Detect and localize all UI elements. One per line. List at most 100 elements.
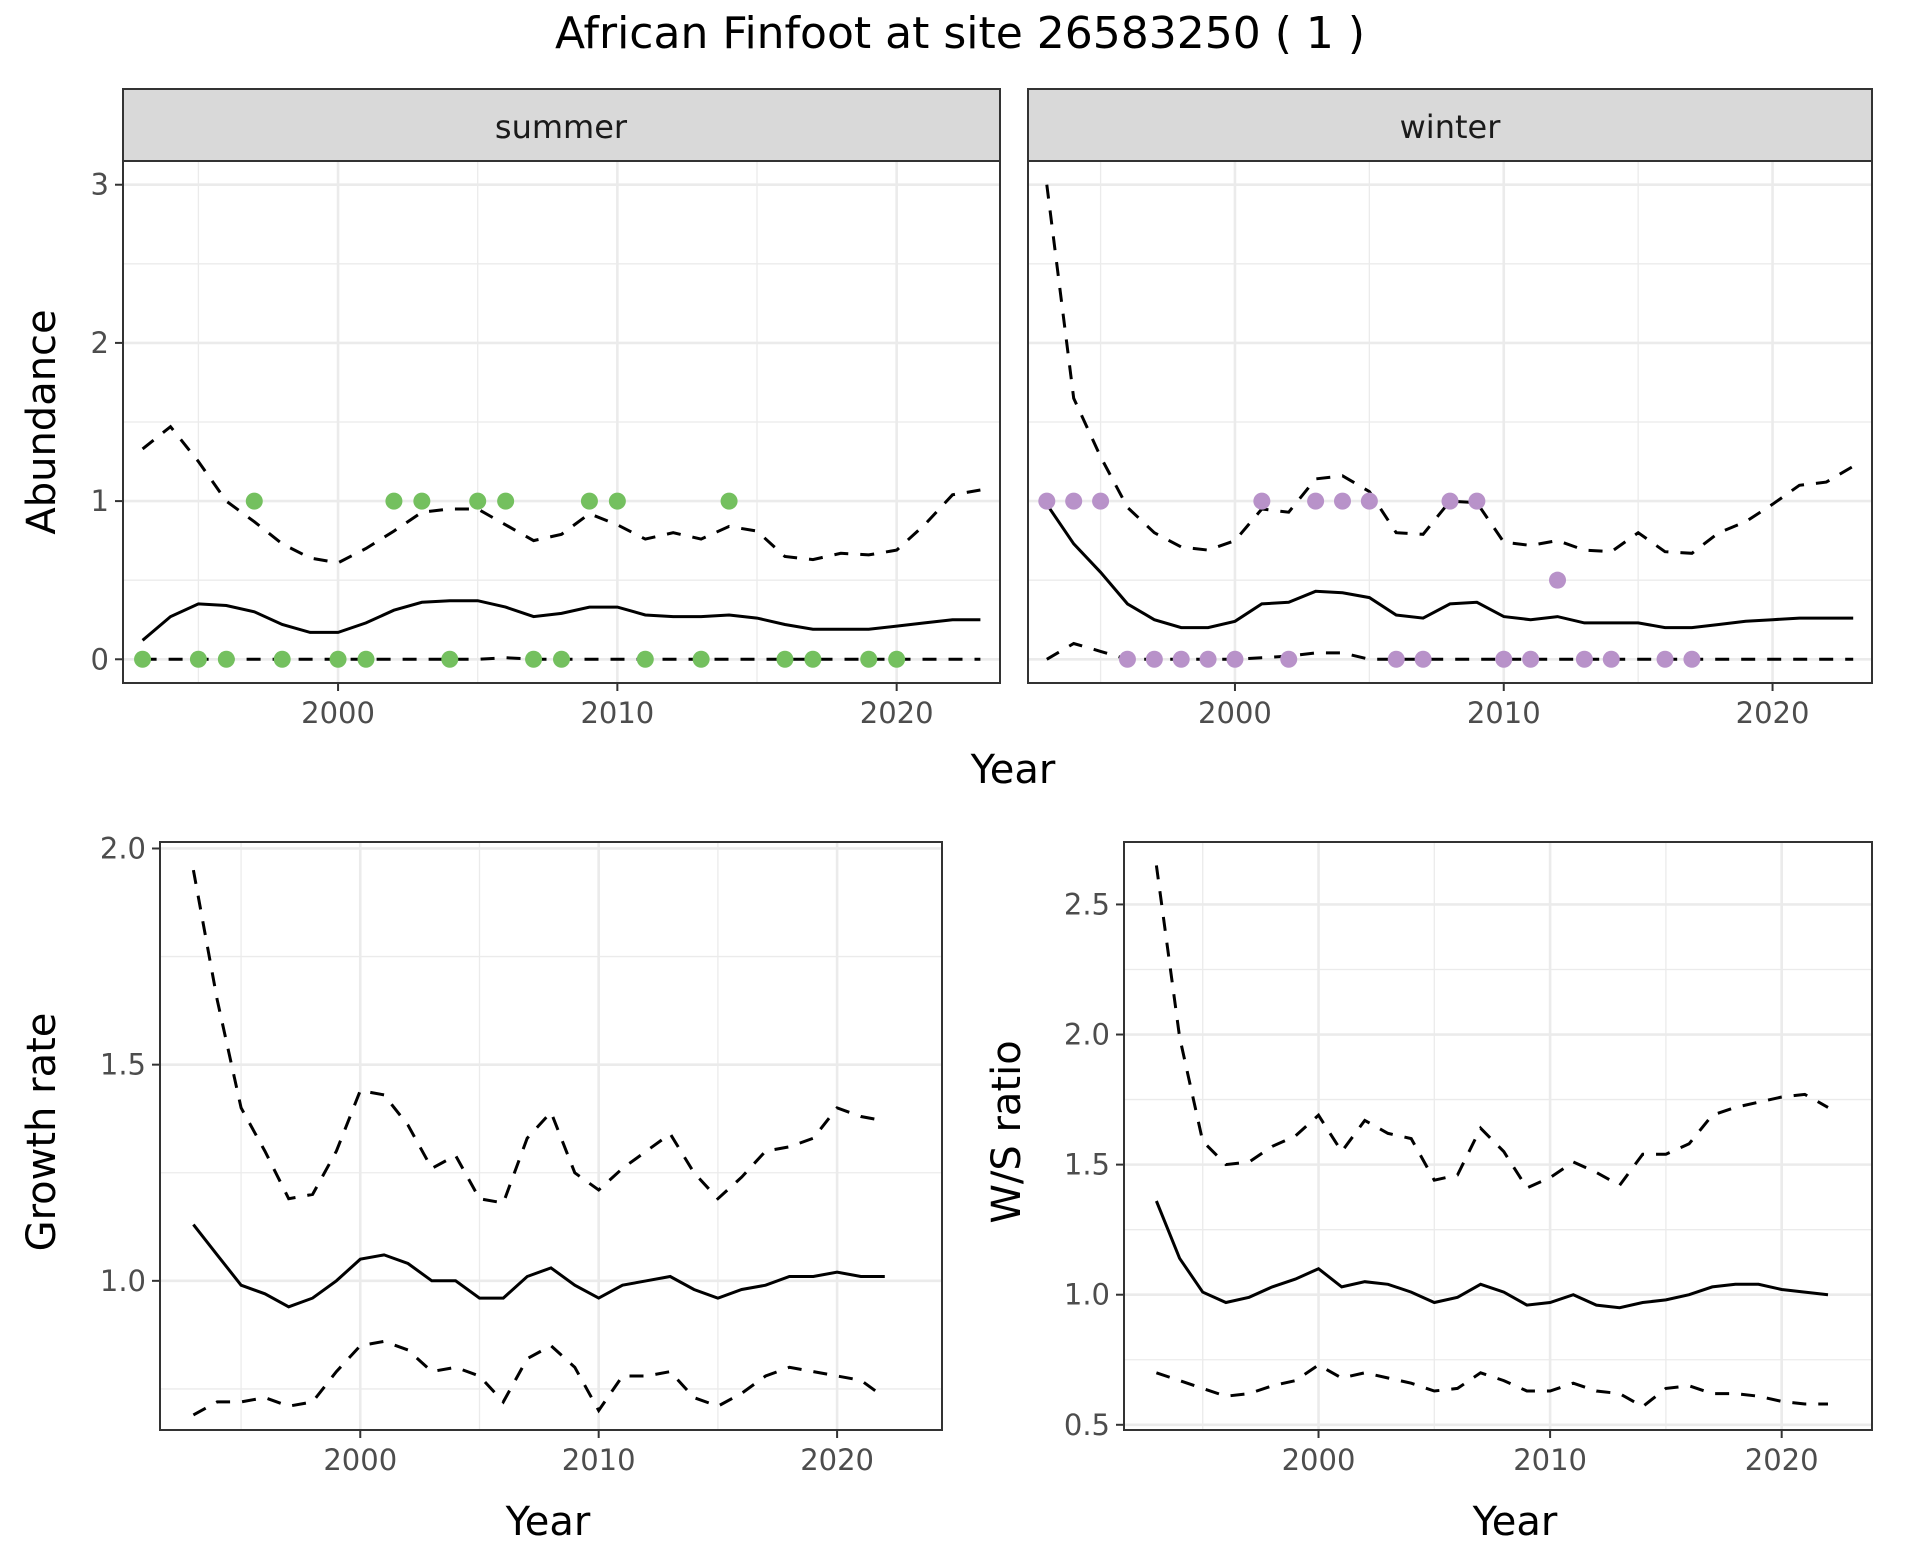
x-tick-label: 2010 — [562, 1443, 636, 1477]
observed-count-point — [329, 650, 347, 668]
series-lower-line — [192, 1339, 886, 1417]
y-tick-label: 3 — [91, 168, 109, 202]
observed-count-point — [804, 650, 822, 668]
x-tick-label: 2020 — [860, 696, 934, 730]
strip-label-winter: winter — [1400, 108, 1502, 146]
panel-border — [122, 160, 1001, 684]
observed-count-point — [1468, 492, 1486, 510]
series-upper-line — [1154, 865, 1829, 1190]
observed-count-point — [1065, 492, 1083, 510]
observed-count-point — [1118, 650, 1136, 668]
observed-count-point — [1522, 650, 1540, 668]
observed-count-point — [553, 650, 570, 668]
top-x-axis-title: Year — [970, 747, 1056, 793]
observed-count-point — [385, 492, 403, 510]
observed-count-point — [1387, 650, 1405, 668]
series-lower-line — [1046, 641, 1854, 661]
x-tick-label: 2000 — [301, 696, 375, 730]
observed-count-point — [1360, 492, 1378, 510]
observed-count-point — [580, 492, 598, 510]
observed-count-point — [1441, 492, 1459, 510]
observed-count-point — [1199, 650, 1217, 668]
series-mean-line — [1045, 503, 1854, 630]
series-mean-line — [141, 599, 981, 642]
observed-count-point — [692, 650, 710, 668]
y-tick-label: 2 — [91, 326, 109, 360]
observed-count-point — [1549, 571, 1567, 589]
x-tick-label: 2000 — [323, 1443, 397, 1477]
observed-count-point — [413, 492, 431, 510]
observed-count-point — [1602, 650, 1620, 668]
x-tick-label: 2020 — [800, 1443, 874, 1477]
strip-summer-bg — [122, 88, 1001, 162]
observed-count-point — [1307, 492, 1325, 510]
observed-count-point — [1683, 650, 1701, 668]
y-tick-label: 1.5 — [1064, 1148, 1110, 1182]
observed-count-point — [888, 650, 906, 668]
observed-count-point — [1226, 650, 1244, 668]
panel-ws-ratio: 2000 2010 2020 0.5 1.0 1.5 2.0 2.5 — [1064, 841, 1873, 1477]
y-tick-label: 1 — [91, 484, 109, 518]
observed-count-point — [134, 650, 152, 668]
panel-winter: 2000 2010 2020 — [1027, 160, 1873, 730]
observed-count-point — [1253, 492, 1271, 510]
observed-count-point — [1656, 650, 1674, 668]
y-tick-label: 2.0 — [100, 831, 146, 865]
series-mean-line — [1155, 1200, 1829, 1310]
observed-count-point — [1414, 650, 1432, 668]
observed-count-point — [776, 650, 794, 668]
y-tick-label: 1.0 — [1064, 1278, 1110, 1312]
x-tick-label: 2010 — [1513, 1443, 1587, 1477]
x-tick-label: 2000 — [1198, 696, 1272, 730]
observed-count-point — [1495, 650, 1513, 668]
observed-count-point — [1145, 650, 1163, 668]
strip-winter-bg — [1027, 88, 1873, 162]
ws-y-axis-title: W/S ratio — [984, 1040, 1030, 1223]
growth-x-axis-title: Year — [505, 1499, 591, 1545]
observed-count-point — [720, 492, 738, 510]
x-tick-label: 2000 — [1282, 1443, 1356, 1477]
panel-growth-rate: 2000 2010 2020 1.0 1.5 2.0 — [100, 831, 943, 1477]
ws-x-axis-title: Year — [1472, 1499, 1558, 1545]
y-tick-label: 1.0 — [100, 1264, 146, 1298]
y-tick-label: 1.5 — [100, 1048, 146, 1082]
y-tick-label: 0 — [91, 642, 109, 676]
series-upper-line — [191, 869, 886, 1205]
observed-count-point — [1092, 492, 1110, 510]
observed-count-point — [441, 650, 459, 668]
observed-count-point — [469, 492, 487, 510]
observed-count-point — [608, 492, 626, 510]
observed-count-point — [1280, 650, 1298, 668]
observed-count-point — [357, 650, 375, 668]
figure-title: African Finfoot at site 26583250 ( 1 ) — [555, 8, 1365, 59]
observed-count-point — [189, 650, 207, 668]
observed-count-point — [1038, 492, 1056, 510]
abundance-y-axis-title: Abundance — [19, 309, 65, 534]
panel-border — [1027, 160, 1873, 684]
panel-summer: 2000 2010 2020 0 1 2 3 — [91, 160, 1001, 730]
observed-count-point — [636, 650, 654, 668]
series-upper-line — [141, 424, 981, 565]
observed-count-point — [273, 650, 291, 668]
y-tick-label: 2.0 — [1064, 1018, 1110, 1052]
y-tick-label: 0.5 — [1064, 1408, 1110, 1442]
x-tick-label: 2020 — [1736, 696, 1810, 730]
observed-count-point — [1333, 492, 1351, 510]
strip-label-summer: summer — [495, 108, 628, 146]
panel-border — [1123, 841, 1873, 1431]
observed-count-point — [217, 650, 235, 668]
observed-count-point — [1172, 650, 1190, 668]
x-tick-label: 2010 — [1467, 696, 1541, 730]
series-lower-line — [1155, 1363, 1828, 1409]
x-tick-label: 2020 — [1745, 1443, 1819, 1477]
observed-count-point — [525, 650, 543, 668]
observed-count-point — [245, 492, 263, 510]
x-tick-label: 2010 — [580, 696, 654, 730]
observed-count-point — [1575, 650, 1593, 668]
panel-border — [159, 841, 943, 1431]
growth-y-axis-title: Growth rate — [19, 1013, 65, 1252]
y-tick-label: 2.5 — [1064, 887, 1110, 921]
observed-count-point — [860, 650, 878, 668]
series-mean-line — [192, 1223, 885, 1309]
